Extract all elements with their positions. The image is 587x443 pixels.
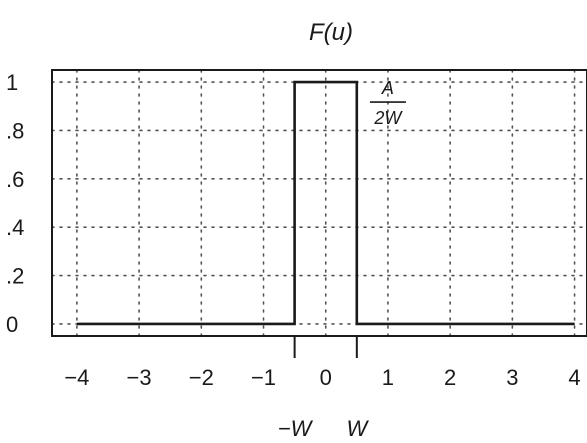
y-tick-label: .6 [6,167,24,192]
y-tick-labels: 0 .2 .4 .6 .8 1 [6,70,24,337]
x-tick-label: 0 [320,365,332,390]
x-tick-label: 4 [568,365,580,390]
amplitude-annotation: A 2W [369,78,406,128]
y-tick-label: .4 [6,215,24,240]
x-tick-label: 1 [382,365,394,390]
x-tick-label: −4 [64,365,89,390]
edge-marker-labels: −W W [278,416,370,441]
x-tick-labels: −4 −3 −2 −1 0 1 2 3 4 [64,365,580,390]
x-tick-label: −3 [127,365,152,390]
chart-title: F(u) [309,19,353,46]
x-tick-label: −2 [189,365,214,390]
x-tick-label: −1 [251,365,276,390]
y-tick-label: .8 [6,118,24,143]
x-tick-label: 3 [506,365,518,390]
edge-marker-label: W [346,416,369,441]
edge-marker-label: −W [278,416,314,441]
y-tick-label: 1 [6,70,18,95]
x-tick-label: 2 [444,365,456,390]
grid [51,69,587,337]
edge-marker-ticks [293,336,358,358]
series-line [76,80,575,326]
amplitude-denominator: 2W [373,108,403,128]
plot-area [51,69,587,337]
y-tick-label: 0 [6,312,18,337]
y-tick-label: .2 [6,264,24,289]
amplitude-numerator: A [381,78,394,98]
